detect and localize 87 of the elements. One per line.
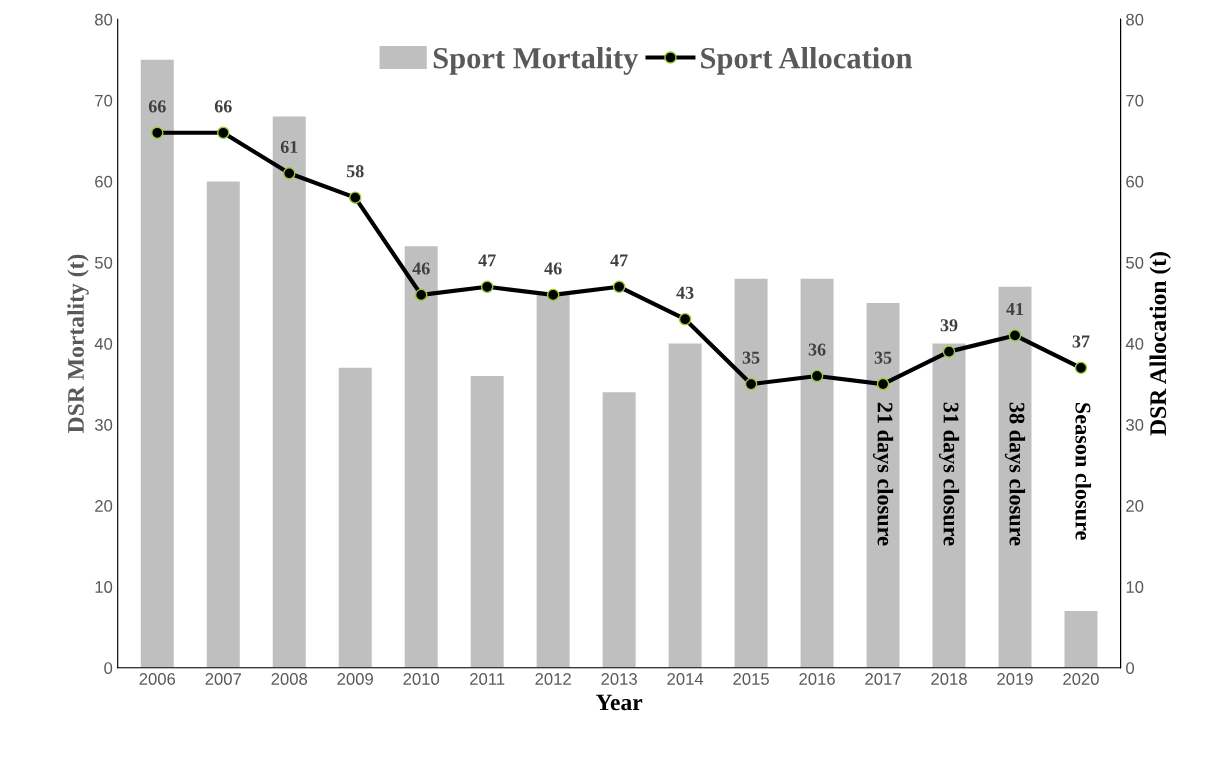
- point: [546, 288, 560, 302]
- data-label: 66: [148, 100, 166, 113]
- bar: [404, 246, 438, 668]
- point: [217, 126, 230, 140]
- bar: [668, 343, 702, 668]
- point: [744, 377, 758, 391]
- bar: [932, 343, 966, 668]
- y-tick-label: 70: [95, 94, 113, 107]
- point: [810, 369, 824, 383]
- bar: [470, 375, 504, 668]
- y2-tick-label: 10: [1126, 581, 1144, 593]
- x-tick-label: 2019: [997, 673, 1033, 685]
- data-label: 66: [214, 100, 232, 113]
- y-tick-label: 30: [94, 419, 113, 431]
- data-label: 35: [742, 351, 760, 364]
- x-tick-label: 2010: [403, 673, 440, 685]
- y2-tick-label: 50: [1126, 256, 1144, 269]
- x-tick-label: 2013: [601, 673, 637, 685]
- y-tick-label: 60: [95, 175, 113, 188]
- point: [876, 377, 890, 391]
- point: [348, 191, 362, 204]
- data-label: 36: [808, 343, 826, 356]
- x-tick-label: 2017: [865, 673, 901, 685]
- annotation: 31 days closure: [938, 402, 960, 546]
- x-tick-label: 2006: [139, 673, 176, 685]
- bar: [536, 294, 570, 668]
- data-label: 43: [676, 286, 694, 299]
- x-tick-label: 2015: [733, 673, 769, 685]
- legend-label: Sport Mortality: [433, 46, 639, 75]
- bar: [800, 278, 834, 668]
- data-label: 37: [1072, 335, 1090, 348]
- y2-tick-label: 60: [1126, 175, 1144, 188]
- x-tick-label: 2007: [205, 673, 241, 685]
- bar: [206, 181, 240, 668]
- data-label: 58: [346, 165, 364, 178]
- data-label: 46: [544, 262, 562, 275]
- bar: [734, 278, 768, 668]
- data-label: 47: [478, 254, 496, 267]
- y-tick-label: 20: [95, 500, 113, 512]
- x-tick-label: 2008: [271, 673, 308, 685]
- x-tick-label: 2012: [535, 673, 571, 685]
- y2-tick-label: 0: [1126, 662, 1135, 674]
- bar: [998, 286, 1032, 668]
- y-tick-label: 0: [104, 662, 113, 674]
- x-axis-title: Year: [595, 694, 643, 711]
- bar: [602, 392, 636, 668]
- bar: [272, 116, 306, 668]
- y2-tick-label: 20: [1126, 500, 1144, 512]
- point: [414, 288, 428, 302]
- point: [282, 167, 296, 180]
- point: [942, 345, 956, 358]
- x-tick-label: 2020: [1063, 673, 1099, 685]
- x-tick-label: 2018: [931, 673, 967, 685]
- y2-tick-label: 40: [1125, 337, 1144, 350]
- y-tick-label: 40: [94, 337, 113, 350]
- bar: [866, 303, 900, 668]
- y2-tick-label: 30: [1126, 419, 1144, 431]
- data-label: 46: [412, 262, 430, 275]
- data-label: 41: [1006, 303, 1024, 315]
- annotation: Season closure: [1075, 403, 1092, 540]
- point: [1074, 361, 1088, 375]
- point: [1008, 329, 1022, 342]
- y2-tick-label: 80: [1126, 13, 1144, 26]
- annotation: 21 days closure: [872, 402, 894, 546]
- bar: [1064, 611, 1098, 668]
- data-label: 35: [874, 351, 892, 364]
- y-tick-label: 50: [94, 256, 113, 269]
- x-tick-label: 2011: [470, 673, 505, 685]
- point: [612, 280, 626, 294]
- bar: [338, 367, 372, 668]
- data-label: 39: [940, 319, 958, 332]
- point: [480, 280, 494, 294]
- bar: [140, 59, 174, 668]
- y-tick-label: 10: [95, 581, 113, 593]
- x-tick-label: 2016: [799, 673, 835, 685]
- data-label: 47: [610, 254, 628, 267]
- x-tick-label: 2009: [337, 673, 373, 685]
- x-tick-label: 2014: [667, 673, 704, 685]
- point: [151, 126, 164, 140]
- point: [678, 312, 692, 326]
- y2-axis-title: DSR Allocation (t): [1149, 252, 1171, 436]
- y-tick-label: 80: [95, 13, 113, 26]
- legend-label: Sport Allocation: [701, 46, 913, 75]
- y-axis-title: DSR Mortality (t): [67, 254, 89, 433]
- data-label: 61: [280, 140, 298, 153]
- annotation: 38 days closure: [1004, 402, 1026, 546]
- y2-tick-label: 70: [1126, 94, 1144, 107]
